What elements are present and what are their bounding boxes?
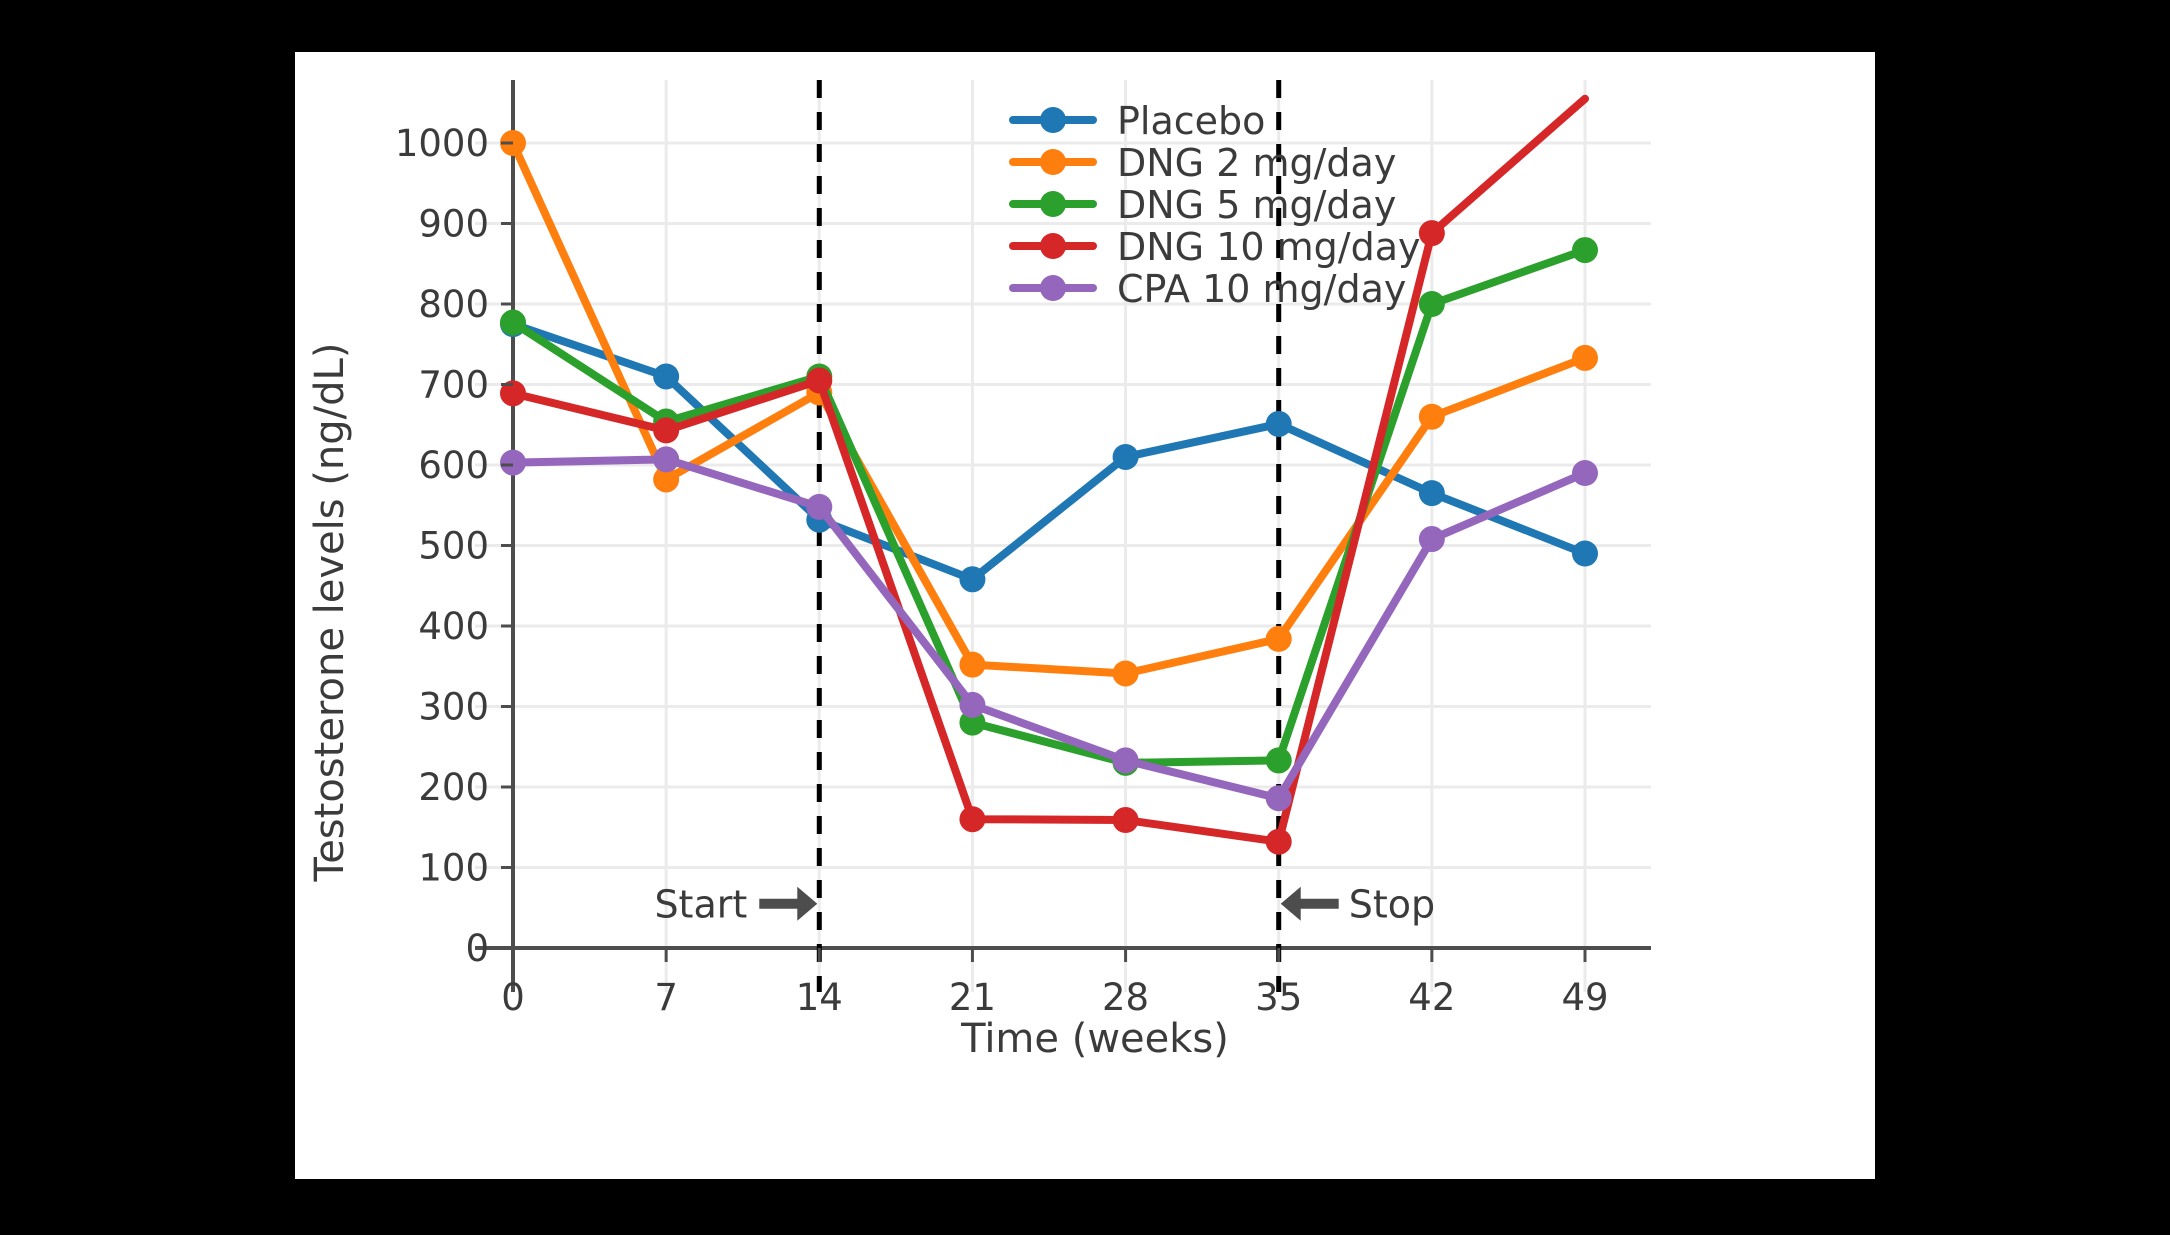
data-point: [1112, 747, 1139, 774]
annotation-label: Start: [654, 883, 747, 927]
legend-item-dng-10-mg-day[interactable]: DNG 10 mg/day: [1009, 225, 1420, 269]
y-tick-label: 300: [418, 686, 489, 729]
legend-swatch-marker: [1040, 191, 1066, 217]
y-tick-label: 900: [418, 203, 489, 246]
series-line: [509, 455, 1589, 803]
x-tick-label: 14: [796, 976, 843, 1019]
data-point: [806, 367, 833, 394]
legend-item-dng-5-mg-day[interactable]: DNG 5 mg/day: [1009, 183, 1396, 227]
data-point: [500, 449, 526, 476]
annotation-label: Stop: [1349, 883, 1435, 927]
data-point: [1418, 480, 1445, 507]
data-point: [1265, 747, 1292, 774]
data-point: [1418, 291, 1445, 317]
data-point: [1572, 460, 1598, 487]
data-point: [959, 566, 986, 593]
y-tick-labels: 0 100 200 300 400 500 600 700 800 900 1000: [395, 122, 513, 970]
data-point: [1572, 237, 1598, 264]
x-tick-label: 35: [1255, 976, 1302, 1019]
data-point: [500, 380, 526, 407]
event-vlines: [816, 80, 1282, 992]
series-line: [509, 246, 1589, 767]
data-point: [1418, 403, 1445, 430]
y-tick-label: 100: [418, 847, 489, 890]
x-tick-label: 49: [1561, 976, 1608, 1019]
legend-swatch-marker: [1040, 275, 1066, 301]
data-point: [959, 651, 986, 678]
legend-item-label: DNG 10 mg/day: [1117, 225, 1420, 269]
y-tick-label: 1000: [395, 122, 489, 165]
y-tick-label: 200: [418, 766, 489, 809]
arrow-head-right-icon: [797, 886, 818, 921]
data-point: [1572, 344, 1598, 371]
data-point: [1418, 526, 1445, 553]
figure-background: [295, 52, 1875, 1179]
x-tick-label: 0: [501, 976, 525, 1019]
series-cpa-10-mg-day: [500, 446, 1598, 812]
y-tick-label: 600: [418, 444, 489, 487]
y-tick-label: 800: [418, 283, 489, 326]
legend-item-label: DNG 2 mg/day: [1117, 141, 1396, 185]
data-point: [1112, 660, 1139, 687]
legend-swatch-marker: [1040, 107, 1066, 133]
series-layer: [500, 94, 1598, 855]
y-tick-label: 700: [418, 364, 489, 407]
data-point: [959, 806, 986, 833]
data-point: [1265, 785, 1292, 812]
series-dng-10-mg-day: [500, 94, 1589, 855]
legend-item-placebo[interactable]: Placebo: [1009, 99, 1265, 143]
annotation-stop: Stop: [1280, 883, 1435, 927]
data-point: [1418, 220, 1445, 247]
data-point: [653, 363, 680, 390]
chart-figure: 0 100 200 300 400 500 600 700 800 900 1000 0 7 14 21 2…: [295, 52, 1875, 1179]
data-point: [806, 493, 833, 520]
annotations-layer: Start Stop: [654, 883, 1435, 927]
y-tick-label: 0: [465, 927, 489, 970]
line-chart: 0 100 200 300 400 500 600 700 800 900 1000 0 7 14 21 2…: [295, 52, 1875, 1179]
x-tick-label: 7: [654, 976, 678, 1019]
legend-swatch-marker: [1040, 233, 1066, 259]
y-axis-title: Testosterone levels (ng/dL): [307, 343, 353, 883]
data-point: [653, 417, 680, 444]
data-point: [653, 466, 680, 493]
data-point: [1572, 540, 1598, 567]
data-point: [959, 691, 986, 718]
x-tick-labels: 0 7 14 21 28 35 42 49: [501, 948, 1609, 1019]
legend-item-label: DNG 5 mg/day: [1117, 183, 1396, 227]
y-tick-label: 400: [418, 605, 489, 648]
x-tick-label: 28: [1102, 976, 1149, 1019]
data-point: [1112, 807, 1139, 834]
data-point: [653, 446, 680, 473]
series-line: [509, 94, 1589, 846]
annotation-start: Start: [654, 883, 818, 927]
legend-item-cpa-10-mg-day[interactable]: CPA 10 mg/day: [1009, 267, 1406, 311]
data-point: [1265, 410, 1292, 437]
data-point: [1265, 625, 1292, 652]
x-axis-title: Time (weeks): [960, 1016, 1229, 1062]
x-tick-label: 42: [1408, 976, 1455, 1019]
legend-swatch-marker: [1040, 149, 1066, 175]
series-line: [509, 320, 1589, 584]
data-point: [1265, 828, 1292, 855]
x-tick-label: 21: [949, 976, 996, 1019]
y-tick-label: 500: [418, 525, 489, 568]
axis-lines: [475, 80, 1651, 992]
legend-item-dng-2-mg-day[interactable]: DNG 2 mg/day: [1009, 141, 1396, 185]
legend-item-label: CPA 10 mg/day: [1117, 267, 1406, 311]
arrow-head-left-icon: [1280, 886, 1301, 921]
legend-item-label: Placebo: [1117, 99, 1265, 143]
data-point: [1112, 443, 1139, 470]
data-point: [500, 309, 526, 336]
